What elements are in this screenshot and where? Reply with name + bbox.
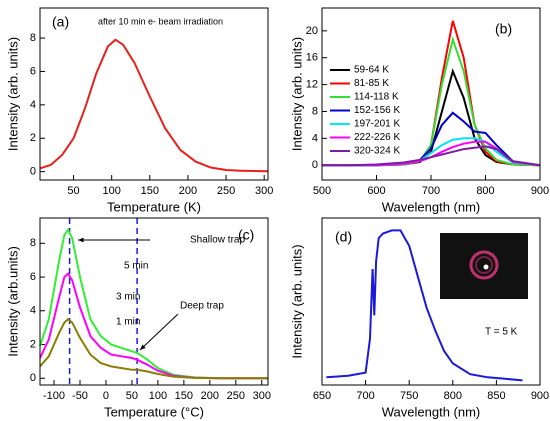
x-tick-label: -50: [72, 390, 88, 402]
data-line: [39, 38, 269, 173]
plot-frame: [321, 7, 541, 181]
x-axis-label: Temperature (K): [107, 199, 201, 214]
x-tick-label: 800: [444, 390, 462, 402]
x-tick-label: 200: [179, 185, 197, 197]
legend-label: 197-201 K: [354, 119, 400, 130]
x-tick-label: 50: [126, 390, 138, 402]
x-tick-label: 700: [356, 390, 374, 402]
y-tick-label: 8: [30, 237, 36, 249]
inset-photo: [440, 233, 528, 299]
inset-spot: [483, 264, 489, 270]
x-tick-label: 800: [476, 185, 494, 197]
annotation: Deep trap: [180, 301, 224, 312]
y-tick-label: 0: [30, 372, 36, 384]
y-tick-label: 16: [306, 52, 318, 64]
x-tick-label: 850: [487, 390, 505, 402]
y-tick-label: 0: [30, 166, 36, 178]
y-tick-label: 2: [30, 132, 36, 144]
x-tick-label: 250: [217, 185, 235, 197]
y-tick-label: 0: [312, 159, 318, 171]
legend-label: 152-156 K: [354, 105, 400, 116]
x-tick-label: 100: [149, 390, 167, 402]
y-tick-label: 4: [312, 132, 318, 144]
x-tick-label: 150: [175, 390, 193, 402]
arrow-head: [140, 344, 146, 350]
data-line: [322, 145, 541, 167]
x-tick-label: 600: [367, 185, 385, 197]
y-axis-label: Intensity (arb.units): [5, 246, 20, 357]
y-axis-label: Intensity (arb. units): [289, 244, 304, 358]
legend-label: 320-324 K: [354, 146, 400, 157]
inset-inner-ring: [475, 256, 493, 274]
arrow-head: [78, 237, 84, 243]
annotation: 1 min: [116, 317, 140, 328]
plot-frame: [321, 217, 541, 386]
annotation: (d): [335, 229, 352, 245]
legend-label: 222-226 K: [354, 132, 400, 143]
annotation: 3 min: [116, 292, 140, 303]
y-tick-label: 20: [306, 25, 318, 37]
x-tick-label: 500: [313, 185, 331, 197]
x-axis-label: Wavelength (nm): [382, 404, 481, 419]
x-tick-label: 250: [227, 390, 245, 402]
x-tick-label: 150: [141, 185, 159, 197]
y-tick-label: 8: [30, 32, 36, 44]
arrow: [139, 313, 179, 351]
y-tick-label: 6: [30, 271, 36, 283]
annotation: Shallow trap: [190, 235, 245, 246]
y-tick-label: 8: [312, 105, 318, 117]
plot-frame: [39, 7, 269, 181]
x-axis-label: Temperature (°C): [104, 404, 204, 419]
inset-ring: [469, 250, 499, 280]
y-tick-label: 2: [30, 338, 36, 350]
x-tick-label: 300: [253, 390, 271, 402]
y-tick-label: 6: [30, 65, 36, 77]
x-tick-label: 100: [102, 185, 120, 197]
legend-label: 81-85 K: [354, 78, 389, 89]
annotation: (c): [238, 227, 254, 243]
y-tick-label: 4: [30, 99, 36, 111]
x-tick-label: -100: [43, 390, 65, 402]
annotation: 5 min: [124, 261, 148, 272]
x-tick-label: 0: [103, 390, 109, 402]
annotation: after 10 min e- beam irradiation: [98, 16, 223, 26]
data-line: [39, 317, 268, 380]
x-tick-label: 650: [313, 390, 331, 402]
legend-label: 114-118 K: [354, 92, 399, 103]
legend-label: 59-64 K: [354, 65, 389, 76]
x-tick-label: 700: [422, 185, 440, 197]
y-axis-label: Intensity (arb. units): [5, 37, 20, 151]
x-tick-label: 50: [67, 185, 79, 197]
x-tick-label: 750: [400, 390, 418, 402]
y-axis-label: Intensity (arb. units): [289, 37, 304, 151]
y-tick-label: 12: [306, 79, 318, 91]
annotation: (a): [52, 14, 69, 30]
y-tick-label: 4: [30, 305, 36, 317]
data-line: [39, 227, 268, 380]
data-line: [326, 229, 523, 382]
x-tick-label: 900: [531, 185, 549, 197]
x-tick-label: 200: [201, 390, 219, 402]
x-axis-label: Wavelength (nm): [382, 199, 481, 214]
x-tick-label: 900: [531, 390, 549, 402]
x-tick-label: 300: [255, 185, 273, 197]
annotation: T = 5 K: [485, 327, 518, 338]
plot-frame: [39, 217, 269, 386]
annotation: (b): [495, 21, 512, 37]
